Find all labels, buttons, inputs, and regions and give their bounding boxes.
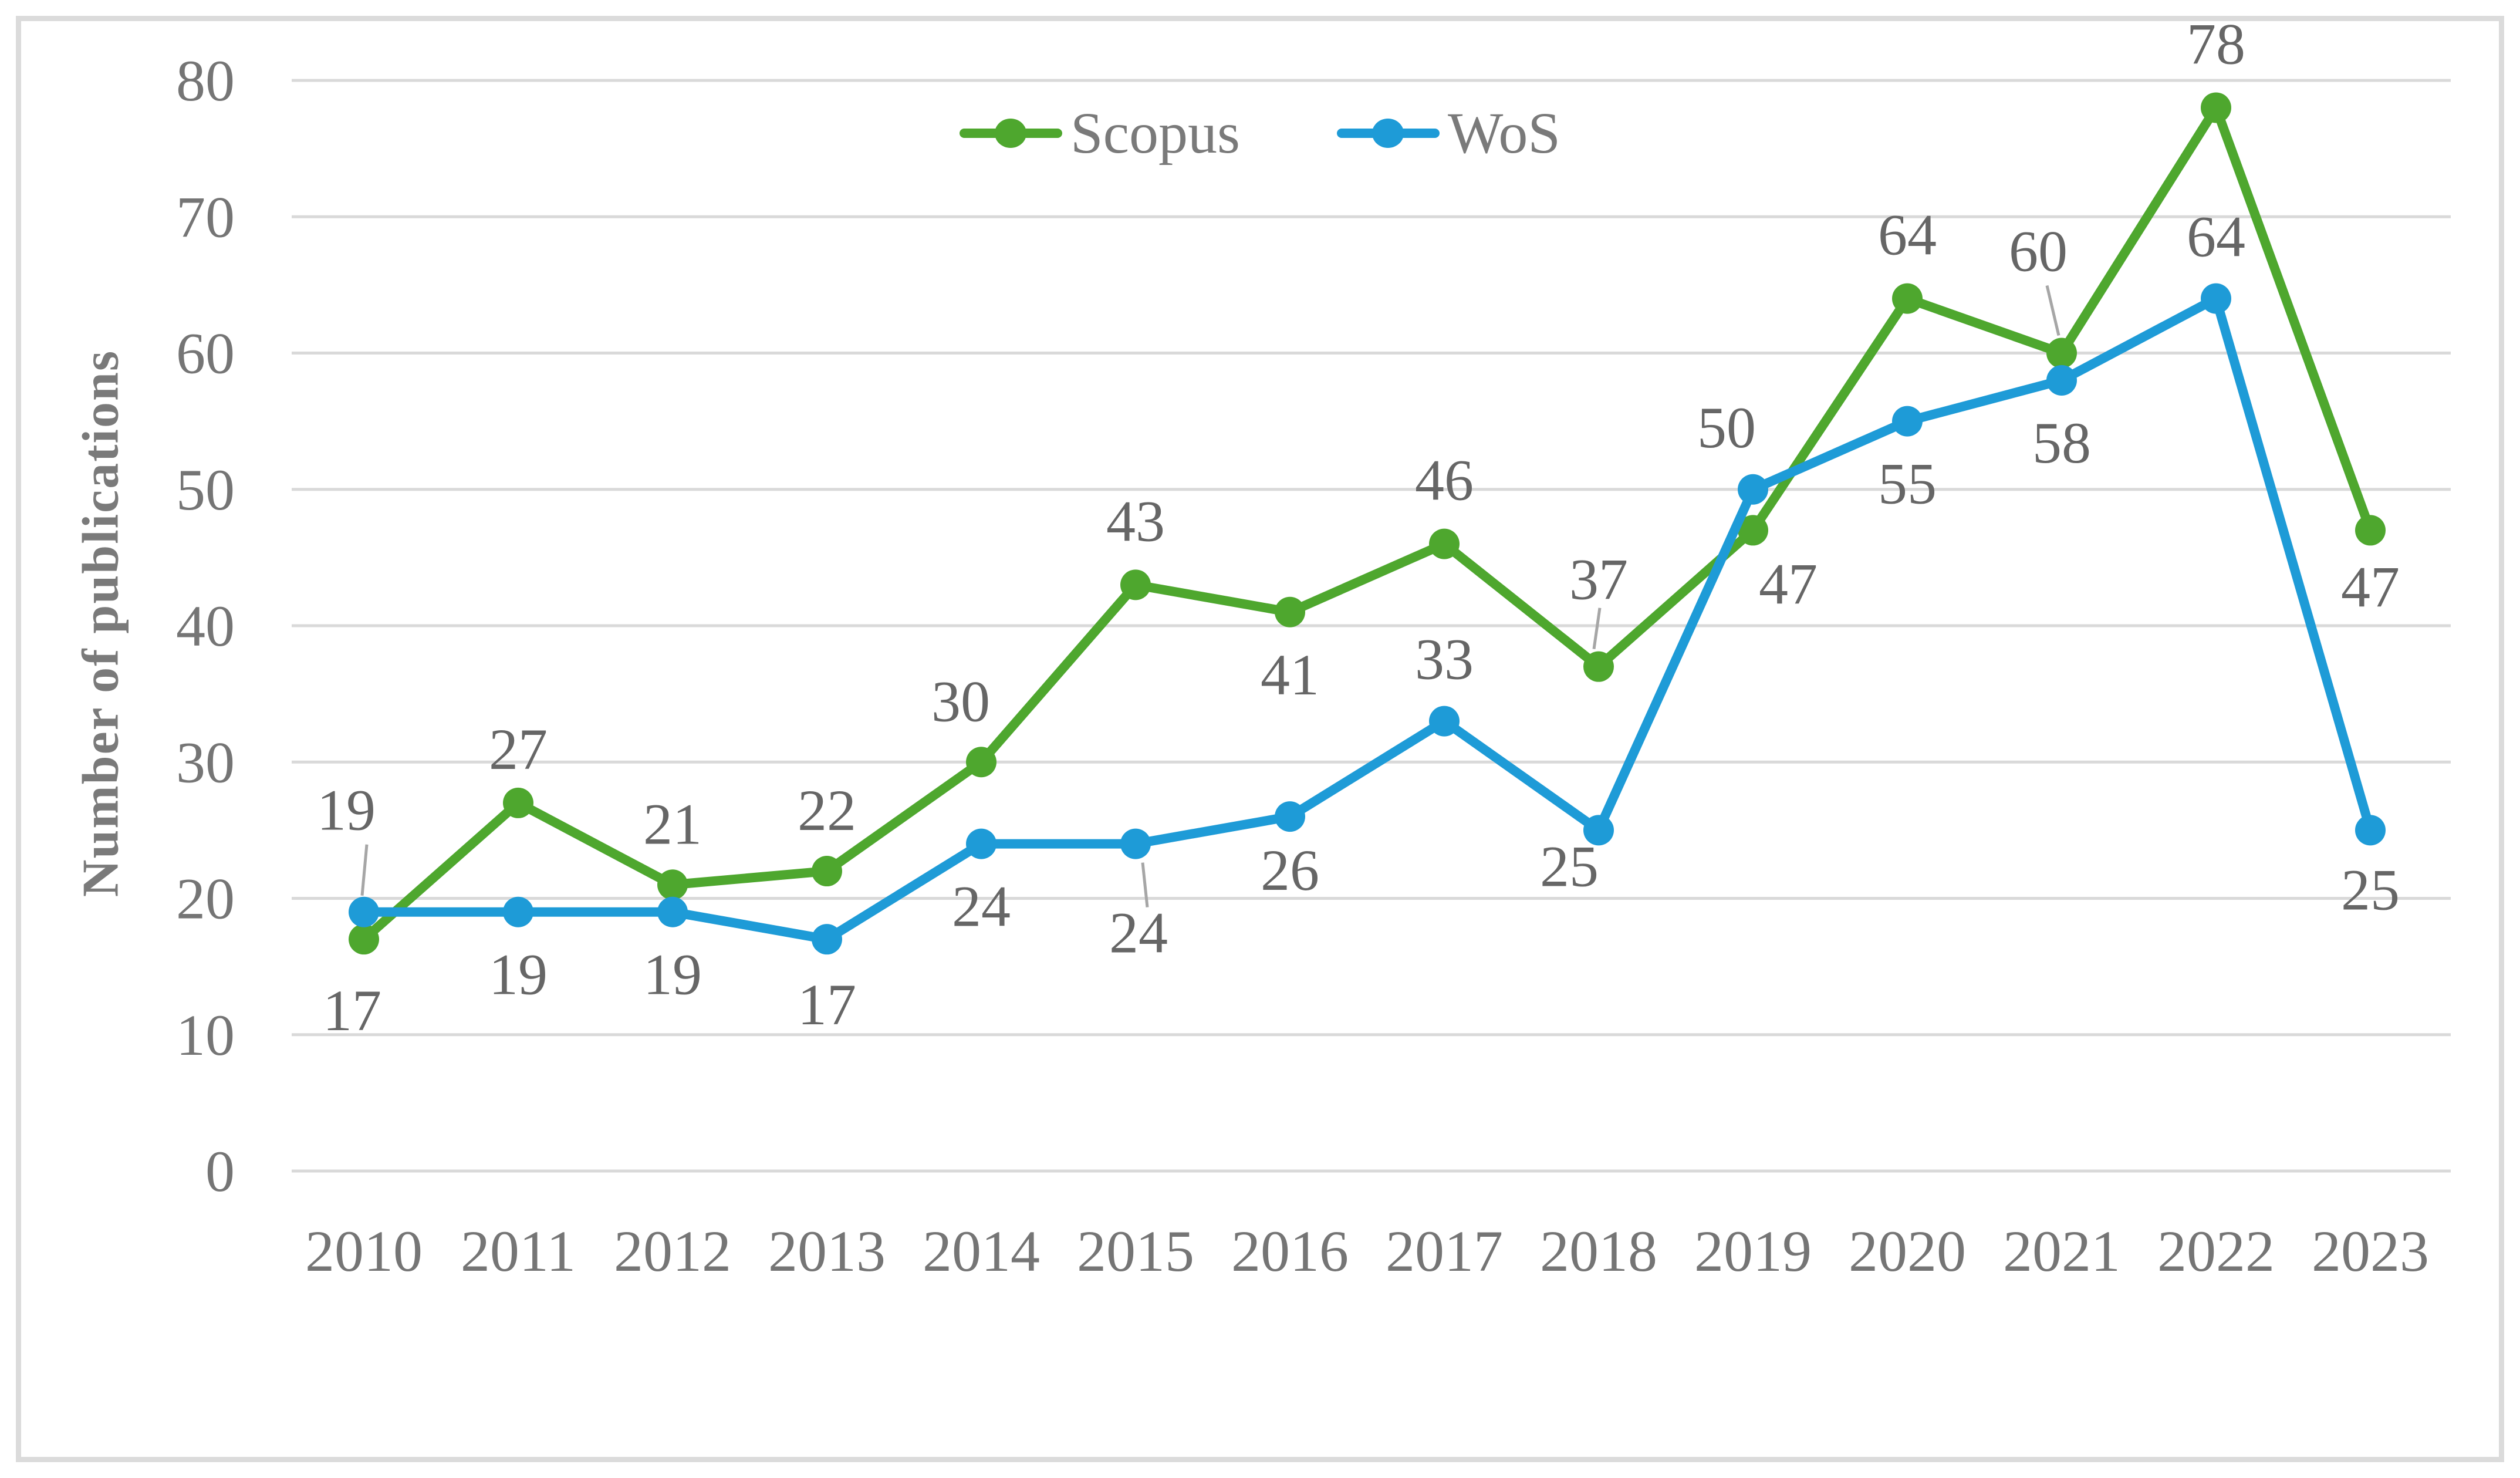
x-tick-label-2012: 2012	[614, 1219, 731, 1284]
data-label-scopus-2022: 78	[2187, 11, 2245, 76]
y-tick-label-80: 80	[176, 48, 235, 113]
data-point-scopus-2022	[2201, 92, 2231, 123]
data-label-wos-2022: 64	[2187, 204, 2245, 269]
data-point-wos-2017	[1429, 706, 1460, 737]
data-label-scopus-2014: 30	[931, 669, 990, 734]
data-point-scopus-2011	[503, 787, 533, 818]
data-point-scopus-2010	[349, 924, 379, 955]
x-tick-label-2022: 2022	[2157, 1219, 2275, 1284]
data-point-wos-2012	[657, 896, 688, 927]
data-point-scopus-2017	[1429, 528, 1460, 559]
data-label-wos-2012: 19	[643, 942, 702, 1007]
data-point-wos-2019	[1738, 474, 1768, 505]
data-label-wos-2010: 19	[317, 778, 376, 843]
data-label-scopus-2020: 64	[1878, 203, 1937, 268]
data-point-wos-2020	[1892, 406, 1923, 437]
legend-label-wos: WoS	[1447, 100, 1560, 166]
data-point-wos-2016	[1275, 801, 1305, 832]
data-label-scopus-2018: 37	[1569, 547, 1628, 612]
data-point-wos-2015	[1120, 828, 1151, 859]
wos-legend-dot	[1372, 119, 1404, 148]
data-label-scopus-2019: 47	[1759, 551, 1818, 616]
legend-item-scopus[interactable]: Scopus	[960, 104, 1240, 163]
data-label-wos-2011: 19	[489, 942, 548, 1007]
data-label-scopus-2011: 27	[489, 717, 548, 782]
x-tick-label-2021: 2021	[2003, 1219, 2120, 1284]
y-tick-label-60: 60	[176, 321, 235, 386]
scopus-legend-dot	[995, 119, 1027, 148]
data-label-scopus-2015: 43	[1106, 488, 1165, 554]
data-label-scopus-2023: 47	[2341, 554, 2400, 619]
y-tick-label-40: 40	[176, 593, 235, 659]
data-label-scopus-2017: 46	[1415, 448, 1474, 513]
series-line-wos	[359, 293, 2375, 944]
data-point-wos-2010	[349, 896, 379, 927]
y-tick-label-0: 0	[205, 1139, 235, 1204]
data-label-scopus-2013: 22	[798, 778, 856, 843]
y-tick-label-20: 20	[176, 866, 235, 932]
data-point-wos-2018	[1583, 815, 1614, 846]
x-tick-label-2011: 2011	[461, 1219, 576, 1284]
data-label-wos-2019: 50	[1697, 395, 1756, 460]
data-point-scopus-2021	[2046, 338, 2077, 369]
data-label-scopus-2016: 41	[1261, 642, 1319, 707]
leader-line-scopus-2018	[1592, 608, 1602, 650]
data-point-scopus-2019	[1738, 515, 1768, 546]
data-point-wos-2013	[812, 924, 842, 955]
data-point-wos-2023	[2355, 815, 2386, 846]
data-point-wos-2011	[503, 896, 533, 927]
data-label-wos-2020: 55	[1878, 451, 1937, 517]
legend-label-scopus: Scopus	[1070, 100, 1240, 166]
wos-line-marker-icon	[1336, 119, 1440, 148]
x-tick-label-2023: 2023	[2312, 1219, 2429, 1284]
leader-line-wos-2015	[1141, 862, 1149, 907]
series-line-scopus	[359, 103, 2375, 944]
chart-outer-border	[16, 16, 2504, 1462]
data-point-scopus-2020	[1892, 283, 1923, 314]
y-tick-label-10: 10	[176, 1003, 235, 1068]
data-label-wos-2016: 26	[1261, 838, 1319, 903]
leader-line-wos-2010	[360, 844, 369, 896]
data-point-scopus-2016	[1275, 596, 1305, 627]
data-point-scopus-2014	[966, 747, 996, 778]
y-axis-title: Number of publications	[72, 349, 130, 897]
data-label-wos-2021: 58	[2032, 410, 2091, 475]
data-point-scopus-2023	[2355, 515, 2386, 546]
data-label-wos-2023: 25	[2341, 857, 2400, 922]
legend-item-wos[interactable]: WoS	[1336, 100, 1560, 166]
data-point-scopus-2015	[1120, 569, 1151, 600]
data-label-scopus-2012: 21	[643, 791, 702, 856]
data-point-scopus-2012	[657, 869, 688, 900]
y-tick-label-70: 70	[176, 184, 235, 249]
data-point-wos-2014	[966, 828, 996, 859]
x-tick-label-2018: 2018	[1540, 1219, 1657, 1284]
data-point-wos-2022	[2201, 283, 2231, 314]
data-label-scopus-2021: 60	[2009, 219, 2068, 284]
x-tick-label-2017: 2017	[1386, 1219, 1503, 1284]
x-tick-label-2020: 2020	[1849, 1219, 1966, 1284]
data-label-wos-2014: 24	[952, 874, 1011, 939]
leader-line-scopus-2021	[2045, 285, 2060, 336]
y-tick-label-50: 50	[176, 457, 235, 522]
legend: Scopus WoS	[0, 89, 2520, 177]
data-label-wos-2015: 24	[1109, 900, 1168, 966]
data-point-scopus-2018	[1583, 651, 1614, 682]
data-point-scopus-2013	[812, 856, 842, 887]
scopus-line-marker-icon	[960, 119, 1063, 148]
x-tick-label-2013: 2013	[768, 1219, 886, 1284]
data-label-wos-2017: 33	[1415, 627, 1474, 692]
x-tick-label-2010: 2010	[305, 1219, 423, 1284]
x-tick-label-2016: 2016	[1231, 1219, 1349, 1284]
data-label-wos-2013: 17	[798, 972, 856, 1037]
data-label-wos-2018: 25	[1540, 834, 1599, 899]
data-point-wos-2021	[2046, 365, 2077, 396]
x-tick-label-2014: 2014	[923, 1219, 1040, 1284]
x-tick-label-2015: 2015	[1077, 1219, 1194, 1284]
x-tick-label-2019: 2019	[1694, 1219, 1812, 1284]
y-tick-label-30: 30	[176, 730, 235, 795]
data-label-scopus-2010: 17	[323, 978, 381, 1043]
